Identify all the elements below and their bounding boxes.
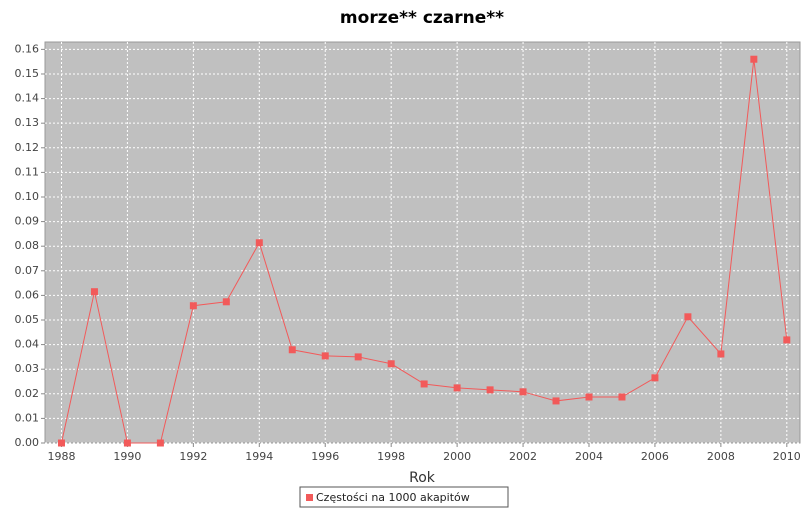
data-point [189,302,197,310]
x-tick-label: 1998 [377,450,405,463]
data-point [57,439,65,447]
data-point [717,350,725,358]
y-tick-label: 0.09 [15,215,40,228]
legend-swatch [306,494,313,501]
data-point [684,313,692,321]
x-axis-label: Rok [409,470,436,486]
legend-label: Częstości na 1000 akapitów [316,491,470,504]
data-point [387,360,395,368]
y-tick-label: 0.14 [15,92,40,105]
y-tick-label: 0.16 [15,42,40,55]
x-tick-label: 2002 [509,450,537,463]
x-tick-label: 2000 [443,450,471,463]
y-tick-label: 0.11 [15,165,40,178]
data-point [255,239,263,247]
y-tick-label: 0.13 [15,116,40,129]
x-tick-label: 1988 [47,450,75,463]
data-point [354,353,362,361]
data-point [90,288,98,296]
x-tick-label: 1994 [245,450,273,463]
y-tick-label: 0.05 [15,313,40,326]
y-tick-label: 0.10 [15,190,40,203]
y-tick-label: 0.08 [15,239,40,252]
plot-area [44,41,801,444]
y-tick-label: 0.15 [15,67,40,80]
data-point [519,388,527,396]
chart-title: morze** czarne** [340,8,504,28]
data-point [618,393,626,401]
data-point [321,352,329,360]
data-point [222,298,230,306]
y-tick-label: 0.03 [15,362,40,375]
legend-box [299,486,509,508]
x-tick-label: 1992 [179,450,207,463]
data-point [783,336,791,344]
x-tick-label: 1996 [311,450,339,463]
y-tick-label: 0.06 [15,288,40,301]
data-point [486,386,494,394]
x-tick-label: 2004 [575,450,603,463]
data-point [585,393,593,401]
data-point [420,380,428,388]
data-point [123,439,131,447]
x-tick-label: 2008 [707,450,735,463]
x-tick-label: 2006 [641,450,669,463]
x-tick-label: 2010 [773,450,801,463]
y-tick-label: 0.12 [15,141,40,154]
y-tick-label: 0.00 [15,436,40,449]
data-point [288,346,296,354]
y-tick-label: 0.04 [15,338,40,351]
data-point [156,439,164,447]
data-point [651,374,659,382]
data-point [552,397,560,405]
data-point [453,384,461,392]
x-tick-label: 1990 [113,450,141,463]
y-tick-label: 0.07 [15,264,40,277]
y-tick-label: 0.02 [15,387,40,400]
y-tick-label: 0.01 [15,411,40,424]
data-point [750,55,758,63]
